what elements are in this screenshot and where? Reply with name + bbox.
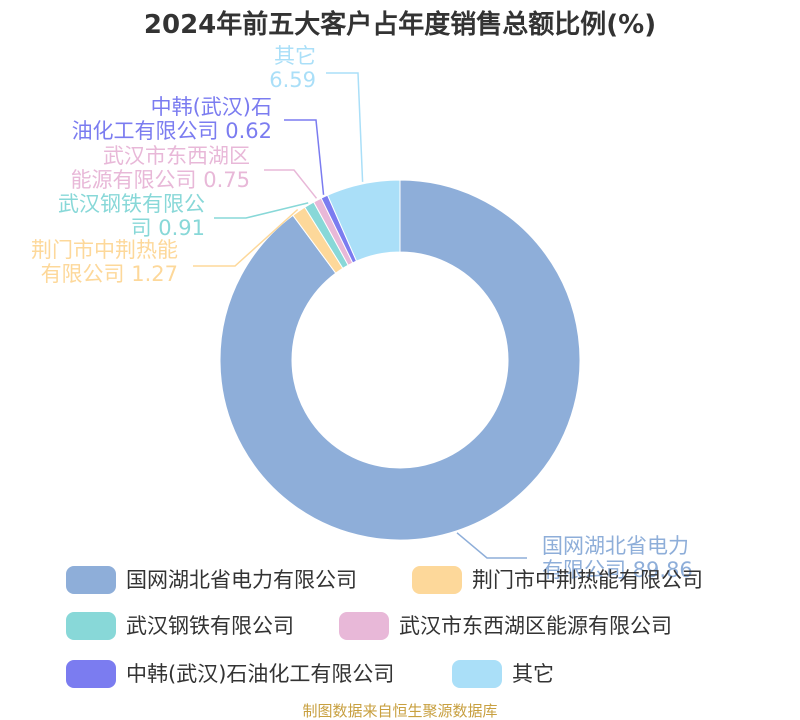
legend-label-5: 其它 [512, 662, 554, 686]
slice-label-0-0: 国网湖北省电力 [542, 534, 689, 558]
legend-item-1[interactable]: 荆门市中荆热能有限公司 [412, 566, 703, 594]
leader-line-3 [264, 169, 318, 199]
leader-line-5 [326, 72, 364, 182]
legend-label-4: 中韩(武汉)石油化工有限公司 [126, 662, 394, 686]
slice-label-1-0: 荆门市中荆热能 [31, 238, 178, 262]
slice-label-0-1: 有限公司 89.86 [542, 558, 693, 582]
slice-5 [326, 179, 401, 262]
legend-label-3: 武汉市东西湖区能源有限公司 [399, 614, 672, 638]
slice-label-3-1: 能源有限公司 0.75 [71, 168, 250, 192]
legend-swatch-4 [66, 660, 116, 688]
labels-group: 国网湖北省电力有限公司 89.86 荆门市中荆热能有限公司 1.27 武汉钢铁有限公… [31, 44, 693, 582]
legend-swatch-3 [339, 612, 389, 640]
source-note: 制图数据来自恒生聚源数据库 [302, 702, 497, 720]
legend-item-0[interactable]: 国网湖北省电力有限公司 [66, 566, 357, 594]
legend-swatch-1 [412, 566, 462, 594]
legend-item-3[interactable]: 武汉市东西湖区能源有限公司 [339, 612, 672, 640]
leader-line-2 [214, 202, 309, 219]
slice-0 [219, 179, 581, 541]
leader-line-0 [456, 532, 527, 559]
legend-swatch-5 [452, 660, 502, 688]
legend-item-4[interactable]: 中韩(武汉)石油化工有限公司 [66, 660, 394, 688]
legend-item-2[interactable]: 武汉钢铁有限公司 [66, 612, 294, 640]
legend-label-0: 国网湖北省电力有限公司 [126, 568, 357, 592]
legend-swatch-2 [66, 612, 116, 640]
slice-label-1-1: 有限公司 1.27 [41, 262, 178, 286]
chart-title: 2024年前五大客户占年度销售总额比例(%) [144, 9, 656, 40]
slice-label-4-0: 中韩(武汉)石 [151, 95, 272, 119]
legend-swatch-0 [66, 566, 116, 594]
leader-line-1 [193, 208, 299, 267]
slice-label-4-1: 油化工有限公司 0.62 [72, 119, 272, 143]
legend-label-1: 荆门市中荆热能有限公司 [472, 568, 703, 592]
slices-group [219, 179, 581, 541]
leader-line-4 [284, 119, 325, 195]
slice-label-5-0: 其它 [274, 44, 316, 68]
slice-label-2-1: 司 0.91 [131, 216, 205, 240]
slice-label-2-0: 武汉钢铁有限公 [58, 192, 205, 216]
legend-item-5[interactable]: 其它 [452, 660, 554, 688]
legend-label-2: 武汉钢铁有限公司 [126, 614, 294, 638]
slice-label-5-1: 6.59 [269, 68, 316, 92]
slice-label-3-0: 武汉市东西湖区 [103, 144, 250, 168]
